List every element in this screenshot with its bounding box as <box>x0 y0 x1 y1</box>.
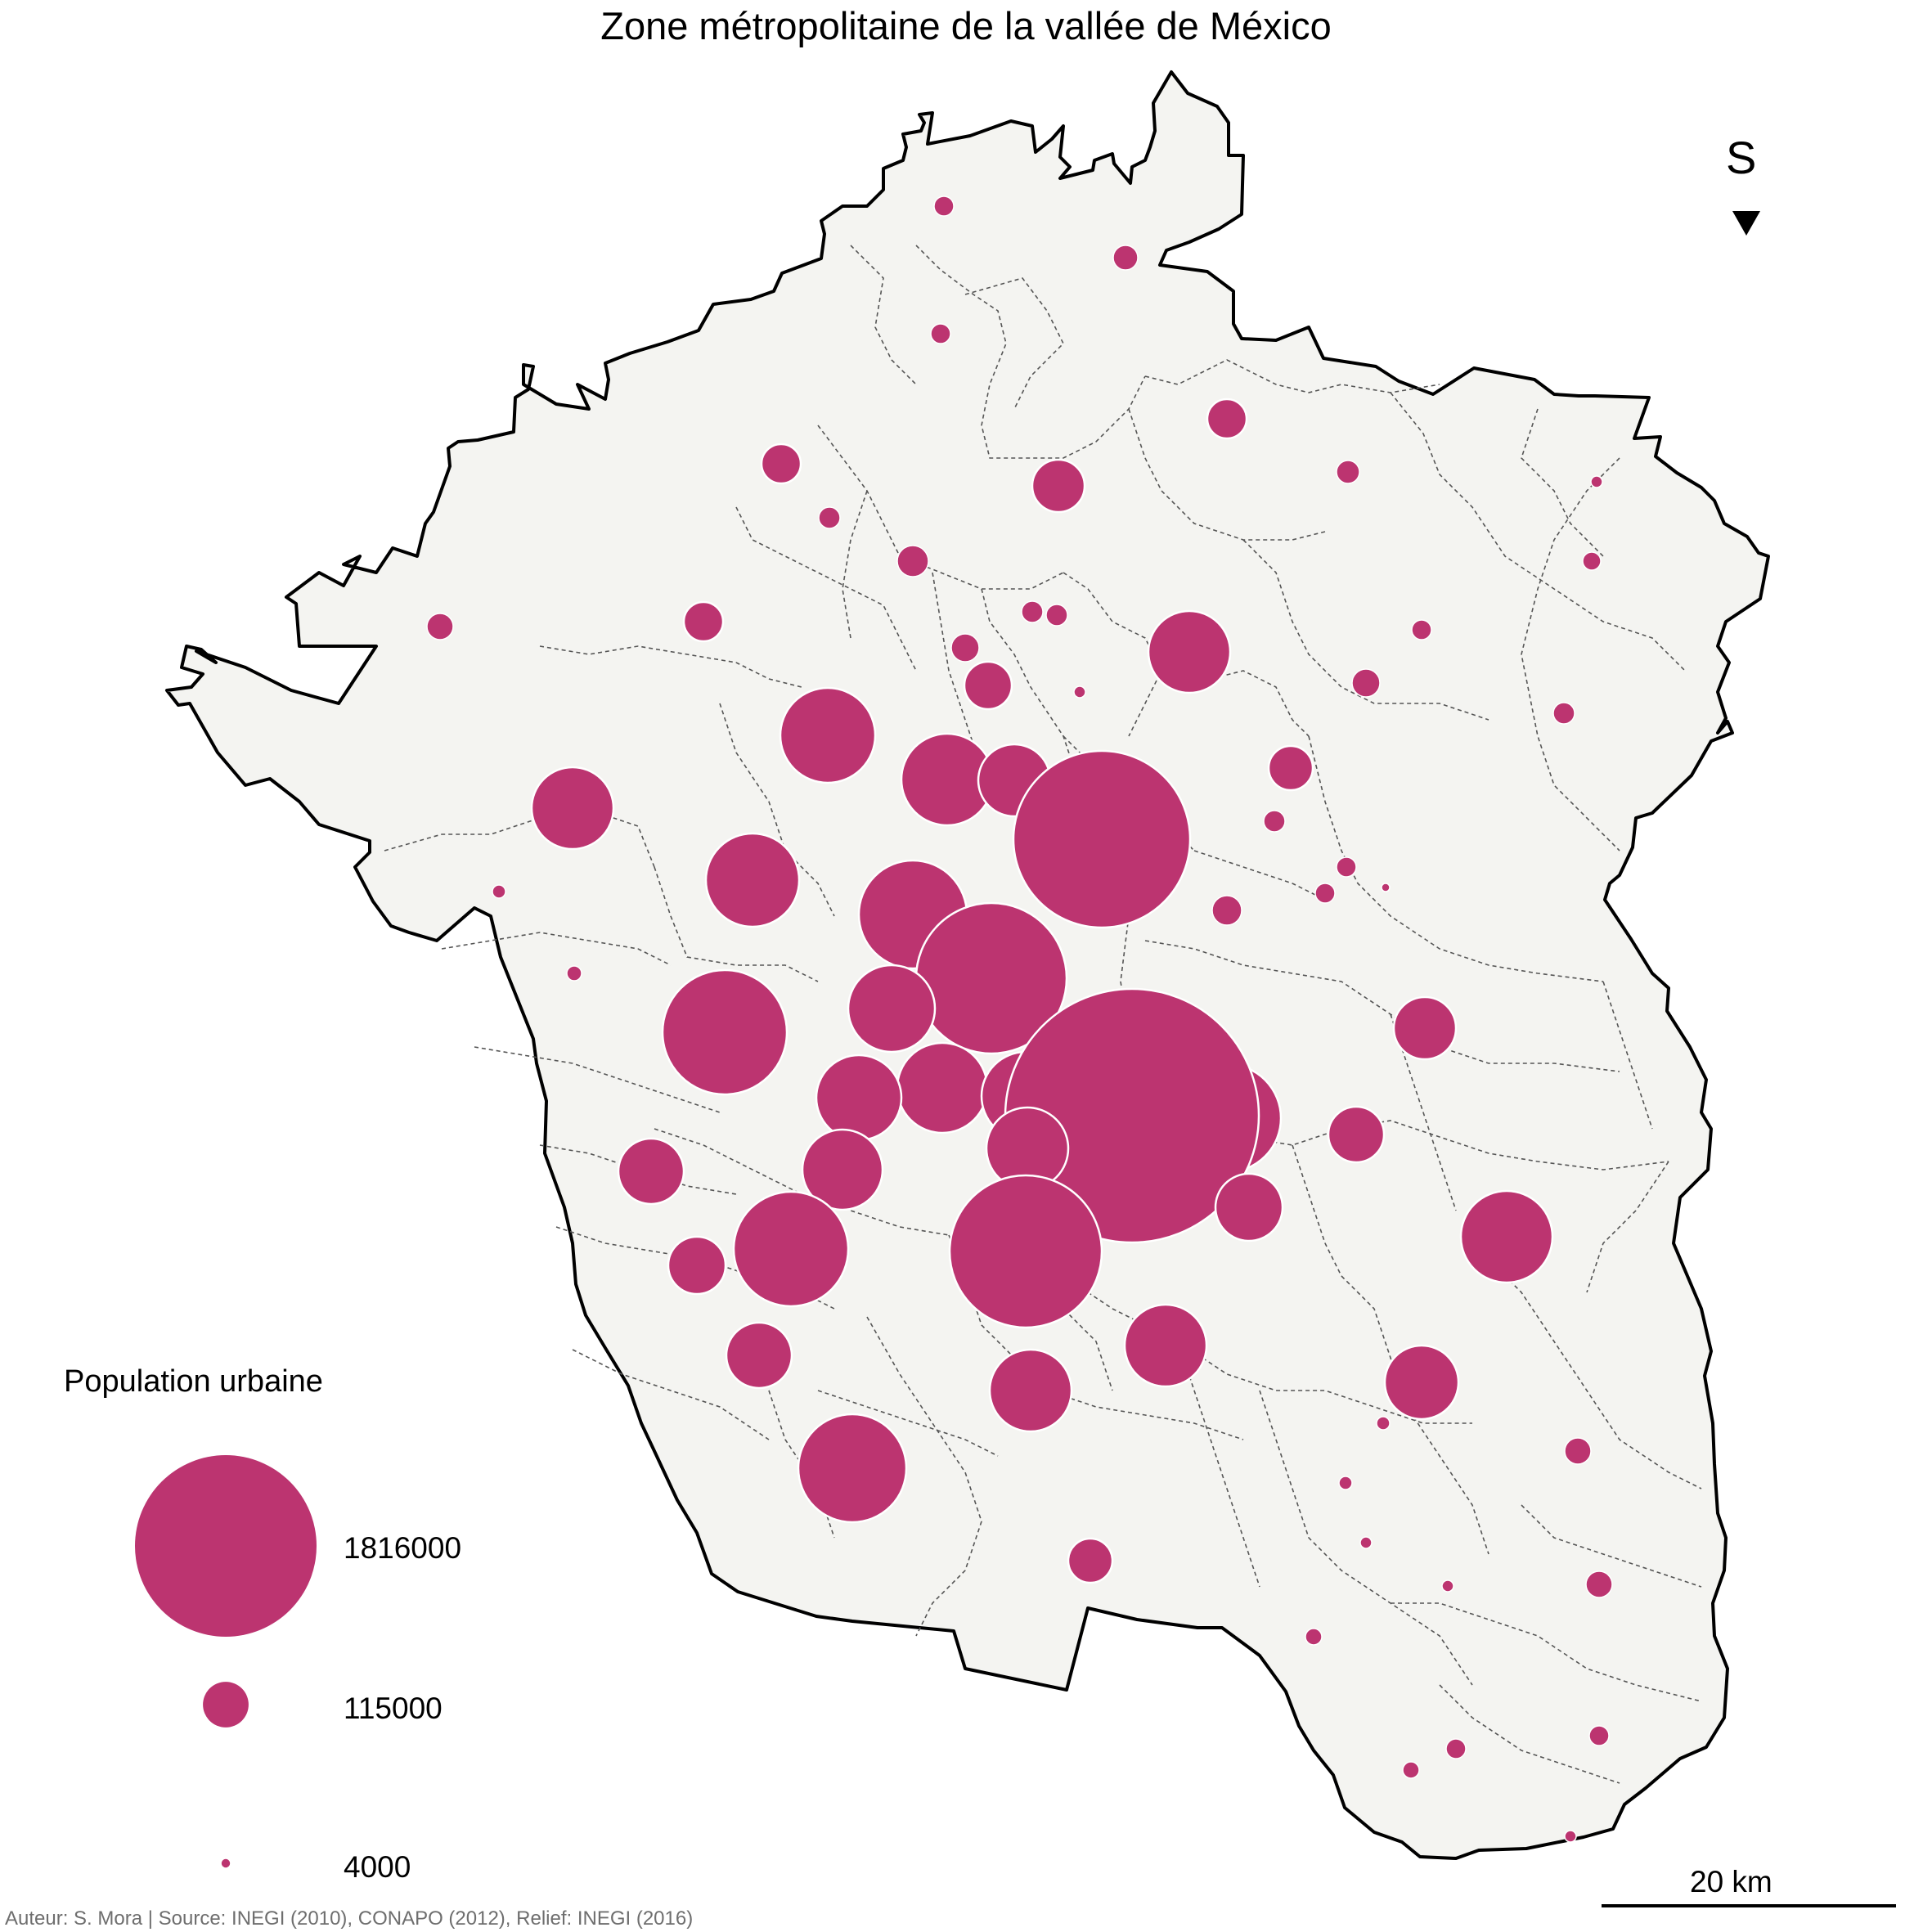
population-bubble[interactable] <box>1445 1738 1467 1759</box>
population-bubble[interactable] <box>988 1348 1073 1433</box>
population-bubble[interactable] <box>1305 1628 1323 1646</box>
legend-circles <box>135 1455 317 1868</box>
population-bubble[interactable] <box>896 1041 989 1134</box>
population-bubble[interactable] <box>1211 895 1242 926</box>
population-bubble[interactable] <box>1263 810 1286 833</box>
population-bubble[interactable] <box>896 545 929 577</box>
population-bubble[interactable] <box>566 965 582 982</box>
triangle-down-icon <box>1732 211 1760 236</box>
population-bubble[interactable] <box>948 1174 1103 1329</box>
population-bubble[interactable] <box>1267 744 1314 792</box>
population-bubble[interactable] <box>1147 609 1232 694</box>
map-title: Zone métropolitaine de la vallée de Méxi… <box>600 4 1332 47</box>
population-bubble[interactable] <box>617 1137 685 1206</box>
population-bubble[interactable] <box>1402 1761 1420 1779</box>
population-bubble[interactable] <box>950 633 980 663</box>
population-bubble[interactable] <box>797 1413 908 1524</box>
population-bubble[interactable] <box>930 323 951 344</box>
population-bubble[interactable] <box>1459 1189 1554 1284</box>
population-bubble[interactable] <box>1112 245 1139 271</box>
population-bubble[interactable] <box>779 686 877 784</box>
population-bubble[interactable] <box>760 443 802 485</box>
population-bubble[interactable] <box>1336 460 1360 484</box>
population-bubble[interactable] <box>815 1054 903 1142</box>
credits-text: Auteur: S. Mora | Source: INEGI (2010), … <box>5 1907 694 1930</box>
population-bubble[interactable] <box>1585 1570 1613 1598</box>
population-bubble[interactable] <box>1588 1725 1610 1746</box>
population-bubble[interactable] <box>1392 995 1458 1061</box>
population-bubble[interactable] <box>1067 1537 1114 1584</box>
population-bubble[interactable] <box>1359 1536 1373 1549</box>
scale-bar-label: 20 km <box>1690 1865 1772 1898</box>
population-bubble[interactable] <box>847 964 937 1054</box>
population-bubble[interactable] <box>492 884 506 899</box>
population-bubble[interactable] <box>1021 600 1044 623</box>
population-bubble[interactable] <box>1381 883 1391 892</box>
legend-circle <box>203 1682 249 1728</box>
population-bubble[interactable] <box>732 1190 850 1308</box>
population-bubble[interactable] <box>725 1321 793 1390</box>
population-bubble[interactable] <box>1214 1172 1284 1242</box>
population-bubble[interactable] <box>1351 668 1381 698</box>
legend-title: Population urbaine <box>64 1364 323 1399</box>
population-bubble[interactable] <box>1582 551 1602 571</box>
legend-circle <box>221 1858 231 1868</box>
population-bubble[interactable] <box>1564 1830 1577 1843</box>
population-bubble[interactable] <box>1327 1105 1386 1164</box>
population-bubble[interactable] <box>1338 1476 1353 1490</box>
population-bubble[interactable] <box>818 506 841 529</box>
population-bubble[interactable] <box>1206 398 1248 440</box>
population-bubble[interactable] <box>1590 475 1603 488</box>
north-arrow-label: S <box>1726 132 1757 183</box>
population-bubble[interactable] <box>661 968 789 1096</box>
population-bubble[interactable] <box>1564 1437 1592 1465</box>
population-bubble[interactable] <box>933 195 955 217</box>
legend-label-medium: 115000 <box>344 1692 443 1725</box>
population-bubble[interactable] <box>1123 1303 1208 1388</box>
population-bubble[interactable] <box>530 766 615 851</box>
population-bubble[interactable] <box>1314 883 1336 904</box>
population-bubble[interactable] <box>1411 619 1432 640</box>
legend-circle <box>135 1455 317 1637</box>
population-bubble[interactable] <box>801 1128 884 1211</box>
legend-label-large: 1816000 <box>344 1531 462 1565</box>
population-bubble[interactable] <box>1336 856 1357 878</box>
population-bubble[interactable] <box>704 832 801 928</box>
population-bubbles <box>426 195 1613 1843</box>
population-bubble[interactable] <box>667 1235 727 1296</box>
population-bubble[interactable] <box>1383 1344 1460 1421</box>
population-bubble[interactable] <box>1012 749 1192 929</box>
population-bubble[interactable] <box>1376 1416 1391 1431</box>
population-bubble[interactable] <box>1045 604 1068 627</box>
population-bubble[interactable] <box>426 613 454 640</box>
population-bubble[interactable] <box>1073 685 1086 699</box>
population-bubble[interactable] <box>1031 458 1086 514</box>
population-bubble[interactable] <box>682 600 725 643</box>
population-bubble[interactable] <box>963 660 1013 711</box>
population-bubble[interactable] <box>1441 1579 1454 1593</box>
population-bubble[interactable] <box>1552 702 1575 725</box>
legend-label-small: 4000 <box>344 1850 411 1884</box>
